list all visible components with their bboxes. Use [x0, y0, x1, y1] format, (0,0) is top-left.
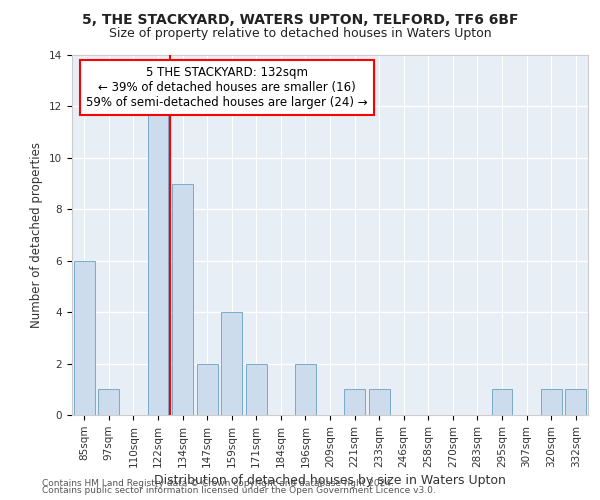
- Y-axis label: Number of detached properties: Number of detached properties: [31, 142, 43, 328]
- Bar: [246, 364, 267, 415]
- Text: 5, THE STACKYARD, WATERS UPTON, TELFORD, TF6 6BF: 5, THE STACKYARD, WATERS UPTON, TELFORD,…: [82, 12, 518, 26]
- Bar: [74, 260, 95, 415]
- Bar: [197, 364, 218, 415]
- Bar: [541, 390, 562, 415]
- Text: Contains public sector information licensed under the Open Government Licence v3: Contains public sector information licen…: [42, 486, 436, 495]
- Bar: [295, 364, 316, 415]
- Bar: [172, 184, 193, 415]
- Bar: [565, 390, 586, 415]
- Bar: [221, 312, 242, 415]
- Bar: [148, 106, 169, 415]
- Text: 5 THE STACKYARD: 132sqm
← 39% of detached houses are smaller (16)
59% of semi-de: 5 THE STACKYARD: 132sqm ← 39% of detache…: [86, 66, 368, 109]
- Text: Size of property relative to detached houses in Waters Upton: Size of property relative to detached ho…: [109, 28, 491, 40]
- Bar: [344, 390, 365, 415]
- X-axis label: Distribution of detached houses by size in Waters Upton: Distribution of detached houses by size …: [154, 474, 506, 487]
- Text: Contains HM Land Registry data © Crown copyright and database right 2024.: Contains HM Land Registry data © Crown c…: [42, 478, 394, 488]
- Bar: [368, 390, 389, 415]
- Bar: [98, 390, 119, 415]
- Bar: [491, 390, 512, 415]
